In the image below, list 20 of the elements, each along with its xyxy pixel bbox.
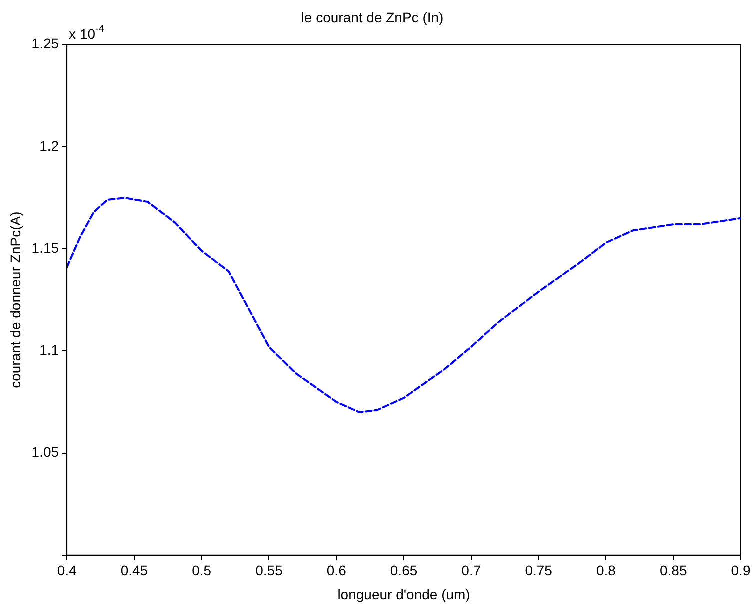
x-tick-label: 0.85 [660, 562, 688, 579]
chart-title: le courant de ZnPc (In) [301, 9, 444, 26]
x-tick-label: 0.7 [462, 562, 482, 579]
x-tick-label: 0.75 [525, 562, 553, 579]
x-tick-label: 0.55 [256, 562, 284, 579]
x-tick-label: 0.9 [731, 562, 751, 579]
x-tick-label: 0.4 [57, 562, 77, 579]
y-axis-title: courant de donneur ZnPc(A) [7, 212, 24, 388]
x-tick-label: 0.8 [596, 562, 616, 579]
x-tick-label: 0.5 [192, 562, 212, 579]
y-tick-label: 1.25 [32, 36, 60, 52]
x-tick-label: 0.6 [326, 562, 347, 579]
x-axis-title: longueur d'onde (um) [338, 586, 470, 602]
y-tick-label: 1.05 [32, 444, 60, 460]
x-tick-label: 0.45 [120, 562, 148, 579]
y-tick-label: 1.15 [32, 240, 60, 256]
x-tick-label: 0.65 [390, 562, 418, 579]
y-tick-label: 1.2 [40, 138, 60, 154]
line-series [67, 196, 741, 414]
y-tick-label: 1.1 [40, 342, 60, 358]
